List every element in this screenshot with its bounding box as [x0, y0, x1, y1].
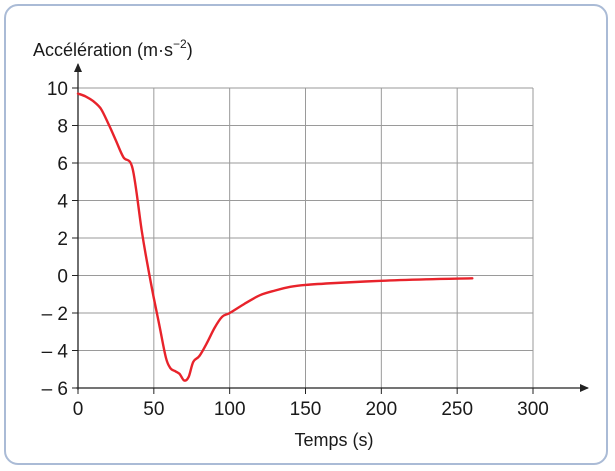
x-tick-label: 300: [517, 399, 549, 420]
y-axis-title-close: ): [187, 40, 193, 60]
y-tick-label: – 2: [42, 304, 68, 325]
x-tick-label: 0: [73, 399, 84, 420]
y-tick-label: 8: [57, 117, 68, 138]
series-layer: [76, 92, 474, 382]
y-tick-label: – 6: [42, 379, 68, 400]
x-tick-label: 150: [290, 399, 322, 420]
x-tick-label: 50: [143, 399, 164, 420]
y-axis-title-text: Accélération (m·s: [33, 40, 173, 60]
axes: [74, 63, 589, 392]
series-line: [76, 92, 474, 382]
x-tick-label: 250: [441, 399, 473, 420]
y-tick-label: 6: [57, 154, 68, 175]
x-axis-title: Temps (s): [294, 430, 373, 450]
y-tick-label: 0: [57, 267, 68, 288]
y-tick-label: 4: [57, 192, 68, 213]
y-tick-label: 2: [57, 229, 68, 250]
y-axis-title: Accélération (m·s−2): [33, 37, 193, 60]
y-axis-title-exponent: −2: [173, 37, 187, 51]
y-tick-label: – 4: [42, 342, 69, 363]
y-tick-label: 10: [47, 79, 68, 100]
x-tick-label: 100: [214, 399, 246, 420]
x-tick-label: 200: [365, 399, 397, 420]
grid: [78, 87, 534, 389]
